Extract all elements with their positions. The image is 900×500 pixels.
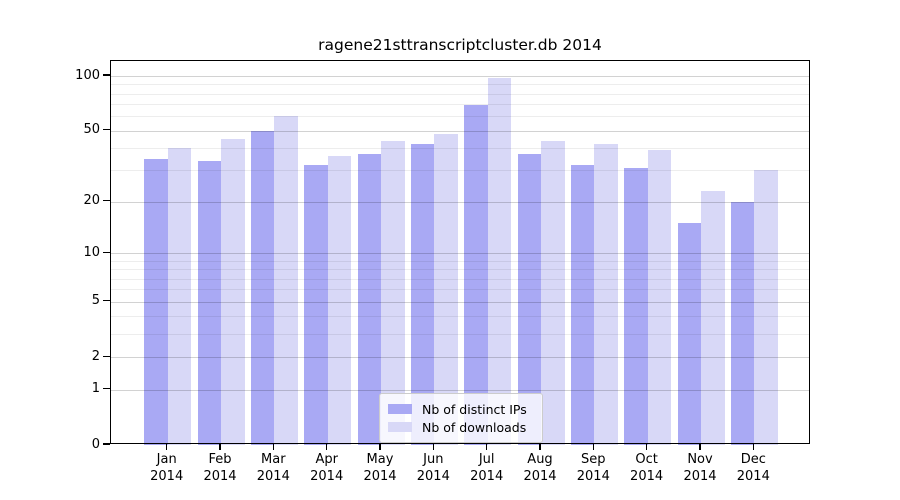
minor-gridline [111, 148, 809, 150]
x-tick-label: Mar 2014 [256, 452, 290, 484]
x-tick-mark [486, 444, 488, 450]
bar-downloads [701, 190, 725, 445]
bar-distinct-ips [624, 167, 648, 445]
y-tick-label: 1 [91, 381, 100, 397]
bar-distinct-ips [464, 105, 488, 445]
minor-gridline [111, 289, 809, 291]
x-tick-label: May 2014 [363, 452, 397, 484]
x-tick-mark [752, 444, 754, 450]
x-tick-label: Jun 2014 [416, 452, 450, 484]
x-tick-mark [166, 444, 168, 450]
bar-downloads [381, 140, 405, 445]
major-gridline [111, 76, 809, 77]
y-tick-label: 5 [91, 293, 100, 309]
x-tick-mark [432, 444, 434, 450]
bar-distinct-ips [304, 165, 328, 445]
y-tick-mark [103, 199, 110, 202]
major-gridline [111, 389, 809, 391]
minor-gridline [111, 93, 809, 95]
y-tick-mark [103, 128, 110, 131]
x-tick-label: Aug 2014 [523, 452, 557, 484]
bar-distinct-ips [730, 201, 755, 445]
x-tick-label: Jan 2014 [150, 452, 184, 484]
x-tick-mark [379, 444, 381, 450]
minor-gridline [111, 260, 809, 262]
chart-title: ragene21sttranscriptcluster.db 2014 [318, 36, 602, 54]
minor-gridline [111, 104, 809, 106]
x-tick-label: Sep 2014 [576, 452, 610, 484]
bar-distinct-ips [250, 130, 275, 445]
y-tick-label: 0 [91, 436, 100, 452]
y-tick-mark [103, 443, 110, 445]
x-tick-mark [645, 444, 648, 450]
bar-distinct-ips [570, 165, 595, 445]
bar-downloads [594, 144, 618, 445]
minor-gridline [111, 316, 809, 318]
major-gridline [111, 130, 809, 132]
y-tick-label: 10 [83, 244, 100, 260]
x-tick-label: Oct 2014 [630, 452, 664, 484]
bar-downloads [327, 156, 352, 445]
plot-area [110, 60, 810, 445]
y-tick-mark [103, 355, 110, 357]
bar-distinct-ips [197, 160, 221, 445]
x-tick-label: Feb 2014 [203, 452, 237, 484]
minor-gridline [111, 334, 809, 336]
bar-downloads [754, 170, 778, 445]
major-gridline [111, 357, 809, 359]
x-tick-label: Nov 2014 [683, 452, 717, 484]
major-gridline [111, 253, 809, 255]
y-tick-label: 100 [75, 67, 100, 83]
distinct-ips-swatch-icon [388, 404, 412, 414]
major-gridline [111, 301, 809, 303]
bar-downloads [487, 78, 512, 445]
x-tick-mark [219, 444, 221, 450]
bar-downloads [541, 140, 565, 445]
bar-downloads [647, 150, 672, 445]
bar-downloads [274, 116, 298, 445]
downloads-swatch-icon [388, 422, 412, 432]
minor-gridline [111, 116, 809, 118]
legend-item-downloads: Nb of downloads [388, 419, 534, 435]
minor-gridline [111, 269, 809, 271]
y-tick-label: 50 [83, 122, 100, 138]
bar-distinct-ips [144, 158, 168, 445]
x-tick-label: Dec 2014 [736, 452, 770, 484]
y-tick-mark [103, 251, 110, 253]
bar-distinct-ips [517, 154, 541, 445]
y-tick-mark [103, 387, 110, 390]
x-tick-mark [272, 444, 274, 450]
x-tick-mark [699, 444, 701, 450]
legend-item-distinct-ips: Nb of distinct IPs [388, 401, 534, 417]
legend-label-distinct-ips: Nb of distinct IPs [422, 401, 527, 417]
y-tick-mark [103, 74, 110, 76]
bar-downloads [434, 133, 458, 445]
y-tick-label: 20 [83, 193, 100, 209]
y-tick-mark [103, 300, 110, 302]
legend: Nb of distinct IPs Nb of downloads [379, 393, 543, 443]
x-tick-mark [539, 444, 541, 450]
x-tick-mark [592, 444, 594, 450]
y-tick-label: 2 [91, 348, 100, 364]
major-gridline [111, 201, 809, 203]
minor-gridline [111, 278, 809, 280]
x-tick-mark [326, 444, 328, 450]
bar-downloads [221, 138, 245, 445]
legend-label-downloads: Nb of downloads [422, 419, 527, 435]
minor-gridline [111, 84, 809, 86]
x-tick-label: Apr 2014 [310, 452, 344, 484]
bar-distinct-ips [410, 144, 435, 445]
bar-distinct-ips [677, 223, 701, 445]
bar-distinct-ips [357, 154, 381, 445]
minor-gridline [111, 170, 809, 172]
bar-downloads [167, 148, 192, 445]
x-tick-label: Jul 2014 [470, 452, 504, 484]
